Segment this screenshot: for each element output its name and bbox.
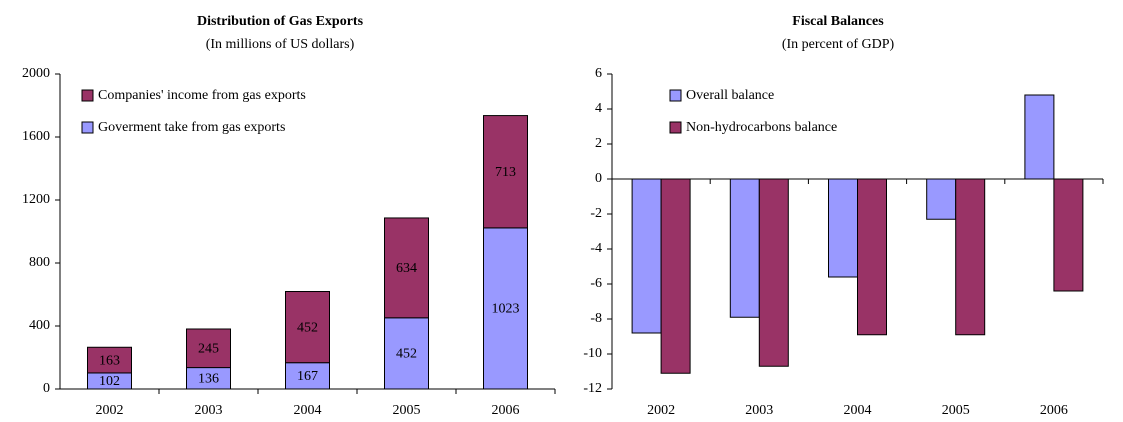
- bar: [828, 178, 858, 278]
- y-tick-label: -6: [590, 276, 602, 291]
- legend-swatch: [81, 89, 94, 102]
- y-tick-label: 2: [595, 136, 602, 151]
- data-label: 452: [297, 320, 318, 335]
- bar: [926, 178, 957, 220]
- bar-segment: [285, 362, 330, 390]
- legend-swatch: [669, 89, 682, 102]
- legend-label: Companies' income from gas exports: [98, 88, 306, 103]
- y-tick-label: 4: [595, 101, 602, 116]
- x-tick-label: 2005: [393, 403, 421, 418]
- x-tick-label: 2006: [1040, 403, 1068, 418]
- legend-label: Goverment take from gas exports: [98, 120, 285, 135]
- bar: [857, 178, 887, 336]
- x-tick-label: 2006: [492, 403, 520, 418]
- y-tick-label: 400: [29, 318, 50, 333]
- x-tick-label: 2002: [647, 403, 675, 418]
- bar-segment: [384, 217, 429, 319]
- y-tick-label: -10: [583, 346, 602, 361]
- x-tick-label: 2003: [745, 403, 773, 418]
- x-tick-label: 2004: [294, 403, 322, 418]
- legend-swatch: [81, 121, 94, 134]
- y-tick-label: -2: [590, 206, 602, 221]
- x-tick-label: 2005: [942, 403, 970, 418]
- y-tick-label: -4: [590, 241, 602, 256]
- bar: [660, 178, 691, 374]
- bar-segment: [483, 115, 528, 229]
- data-label: 452: [396, 347, 417, 362]
- bar-segment: [87, 346, 132, 374]
- data-label: 163: [99, 353, 120, 368]
- bar-segment: [285, 291, 330, 364]
- y-tick-label: -12: [583, 381, 602, 396]
- y-tick-label: 800: [29, 255, 50, 270]
- x-tick-label: 2002: [96, 403, 124, 418]
- chart-subtitle: (In millions of US dollars): [206, 37, 355, 52]
- legend-swatch: [669, 121, 682, 134]
- y-tick-label: 0: [43, 381, 50, 396]
- bar-segment: [384, 317, 429, 390]
- y-tick-label: -8: [590, 311, 602, 326]
- bar: [955, 178, 986, 336]
- legend-label: Overall balance: [686, 88, 774, 103]
- data-label: 167: [297, 369, 318, 384]
- chart-subtitle: (In percent of GDP): [782, 37, 895, 52]
- y-tick-label: 1600: [22, 129, 50, 144]
- x-tick-label: 2004: [844, 403, 872, 418]
- bar: [631, 178, 662, 334]
- data-label: 136: [198, 372, 219, 387]
- y-tick-label: 0: [595, 171, 602, 186]
- bar: [1053, 178, 1084, 292]
- data-label: 713: [495, 165, 516, 180]
- bar: [758, 178, 789, 367]
- data-label: 1023: [492, 302, 520, 317]
- y-tick-label: 6: [595, 66, 602, 81]
- chart-title: Fiscal Balances: [792, 14, 884, 29]
- x-tick-label: 2003: [195, 403, 223, 418]
- y-tick-label: 2000: [22, 66, 50, 81]
- data-label: 245: [198, 342, 219, 357]
- bar: [729, 178, 760, 318]
- legend-label: Non-hydrocarbons balance: [686, 120, 837, 135]
- bar-segment: [186, 328, 231, 369]
- chart-title: Distribution of Gas Exports: [197, 14, 364, 29]
- y-tick-label: 1200: [22, 192, 50, 207]
- bar: [1024, 94, 1055, 180]
- data-label: 634: [396, 261, 417, 276]
- data-label: 102: [99, 374, 120, 389]
